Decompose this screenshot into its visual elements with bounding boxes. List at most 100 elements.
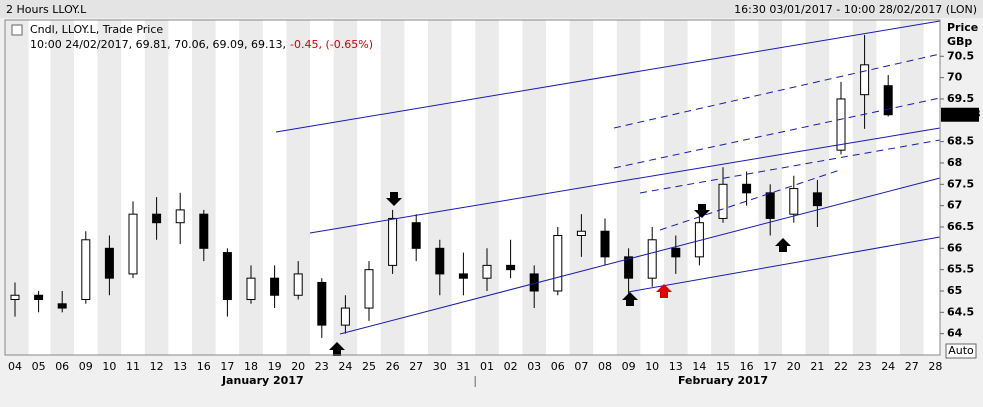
x-tick-label: 18 xyxy=(244,360,258,373)
candle-body xyxy=(34,294,44,301)
x-tick-label: 20 xyxy=(291,360,305,373)
x-tick-label: 20 xyxy=(787,360,801,373)
trend-line xyxy=(613,97,941,169)
day-stripe xyxy=(475,20,499,355)
day-stripe xyxy=(522,20,546,355)
day-stripe xyxy=(286,20,310,355)
y-axis-label: Price xyxy=(947,21,978,34)
x-tick-label: 06 xyxy=(55,360,69,373)
candle-body xyxy=(104,247,114,279)
down-arrow xyxy=(694,204,710,218)
candle-body xyxy=(765,192,775,219)
y-tick-label: 64.5 xyxy=(947,305,974,318)
month-label: January 2017 xyxy=(221,374,304,387)
trend-line xyxy=(659,169,841,231)
y-tick-label: 65 xyxy=(947,284,962,297)
plot-border xyxy=(4,19,941,356)
candle-body xyxy=(789,188,799,215)
candle-body xyxy=(246,277,256,301)
info-values: 10:00 24/02/2017, 69.81, 70.06, 69.09, 6… xyxy=(30,38,286,51)
x-tick-label: 26 xyxy=(386,360,400,373)
x-tick-label: 24 xyxy=(338,360,352,373)
candle-body xyxy=(199,213,209,249)
candle-body xyxy=(718,183,728,219)
candle-body xyxy=(57,303,67,309)
title-bar xyxy=(0,0,983,18)
candles xyxy=(10,34,893,338)
day-stripe xyxy=(5,20,29,355)
x-tick-label: 21 xyxy=(810,360,824,373)
trend-line xyxy=(627,236,941,293)
x-tick-label: 11 xyxy=(126,360,140,373)
candle-body xyxy=(175,209,185,224)
day-stripes xyxy=(5,20,924,355)
candle-body xyxy=(411,222,421,249)
auto-button[interactable] xyxy=(945,343,977,359)
legend-series: Cndl, LLOY.L, Trade Price xyxy=(30,23,163,36)
x-tick-label: 25 xyxy=(362,360,376,373)
candle-body xyxy=(812,192,822,207)
last-price-box xyxy=(941,107,979,122)
candle-body xyxy=(836,98,846,151)
x-tick-label: 07 xyxy=(574,360,588,373)
candle-body xyxy=(81,239,91,301)
x-tick-label: 06 xyxy=(551,360,565,373)
plot-area xyxy=(5,20,940,355)
day-stripe xyxy=(852,20,877,355)
trend-line xyxy=(613,53,941,129)
trend-line xyxy=(309,127,941,234)
candle-body xyxy=(883,85,893,116)
month-label: February 2017 xyxy=(678,374,768,387)
day-stripe xyxy=(97,20,122,355)
x-tick-label: 13 xyxy=(669,360,683,373)
day-stripe xyxy=(239,20,263,355)
day-stripe xyxy=(428,20,452,355)
trend-lines xyxy=(275,20,941,335)
candle-body xyxy=(317,281,327,326)
x-tick-label: 28 xyxy=(928,360,942,373)
x-tick-label: 27 xyxy=(409,360,423,373)
down-arrow xyxy=(386,192,402,206)
candle-body xyxy=(647,239,657,279)
candle-body xyxy=(270,277,280,296)
candle-body xyxy=(435,247,445,275)
x-tick-label: 31 xyxy=(456,360,470,373)
x-tick-label: 05 xyxy=(32,360,46,373)
candle-body xyxy=(860,64,870,96)
date-range: 16:30 03/01/2017 - 10:00 28/02/2017 (LON… xyxy=(734,3,977,16)
x-tick-label: 19 xyxy=(268,360,282,373)
axes: 04 05 06 09 10 11 12 13 16 17 18 19 20 23 24 25 26 27 30 31… xyxy=(8,21,981,387)
arrows xyxy=(329,192,791,356)
x-tick-label: 10 xyxy=(102,360,116,373)
legend-icon xyxy=(11,24,23,36)
candle-body xyxy=(553,235,563,292)
y-tick-label: 67 xyxy=(947,199,962,212)
up-arrow xyxy=(775,238,791,252)
x-tick-label: 12 xyxy=(150,360,164,373)
candle-body xyxy=(671,247,681,258)
y-tick-label: 65.5 xyxy=(947,263,974,276)
x-tick-label: 17 xyxy=(220,360,234,373)
day-stripe xyxy=(900,20,924,355)
y-tick-label: 68 xyxy=(947,156,962,169)
trend-line xyxy=(639,139,941,194)
y-tick-label: 66.5 xyxy=(947,220,974,233)
y-tick-label: 66 xyxy=(947,241,963,254)
up-arrow xyxy=(656,284,672,298)
candle-body xyxy=(388,217,398,266)
x-tick-label: 30 xyxy=(433,360,447,373)
x-tick-label: 10 xyxy=(645,360,659,373)
x-tick-label: 27 xyxy=(905,360,919,373)
candle-body xyxy=(222,252,232,301)
x-tick-label: 02 xyxy=(504,360,518,373)
candle-body xyxy=(482,264,492,279)
y-tick-label: 69.5 xyxy=(947,92,974,105)
legend-info: 10:00 24/02/2017, 69.81, 70.06, 69.09, 6… xyxy=(30,38,373,51)
x-tick-label: 23 xyxy=(315,360,329,373)
y-tick-label: 67.5 xyxy=(947,177,974,190)
y-tick-label: 70 xyxy=(947,71,963,84)
day-stripe xyxy=(50,20,74,355)
day-stripe xyxy=(192,20,216,355)
x-tick-label: 16 xyxy=(197,360,211,373)
